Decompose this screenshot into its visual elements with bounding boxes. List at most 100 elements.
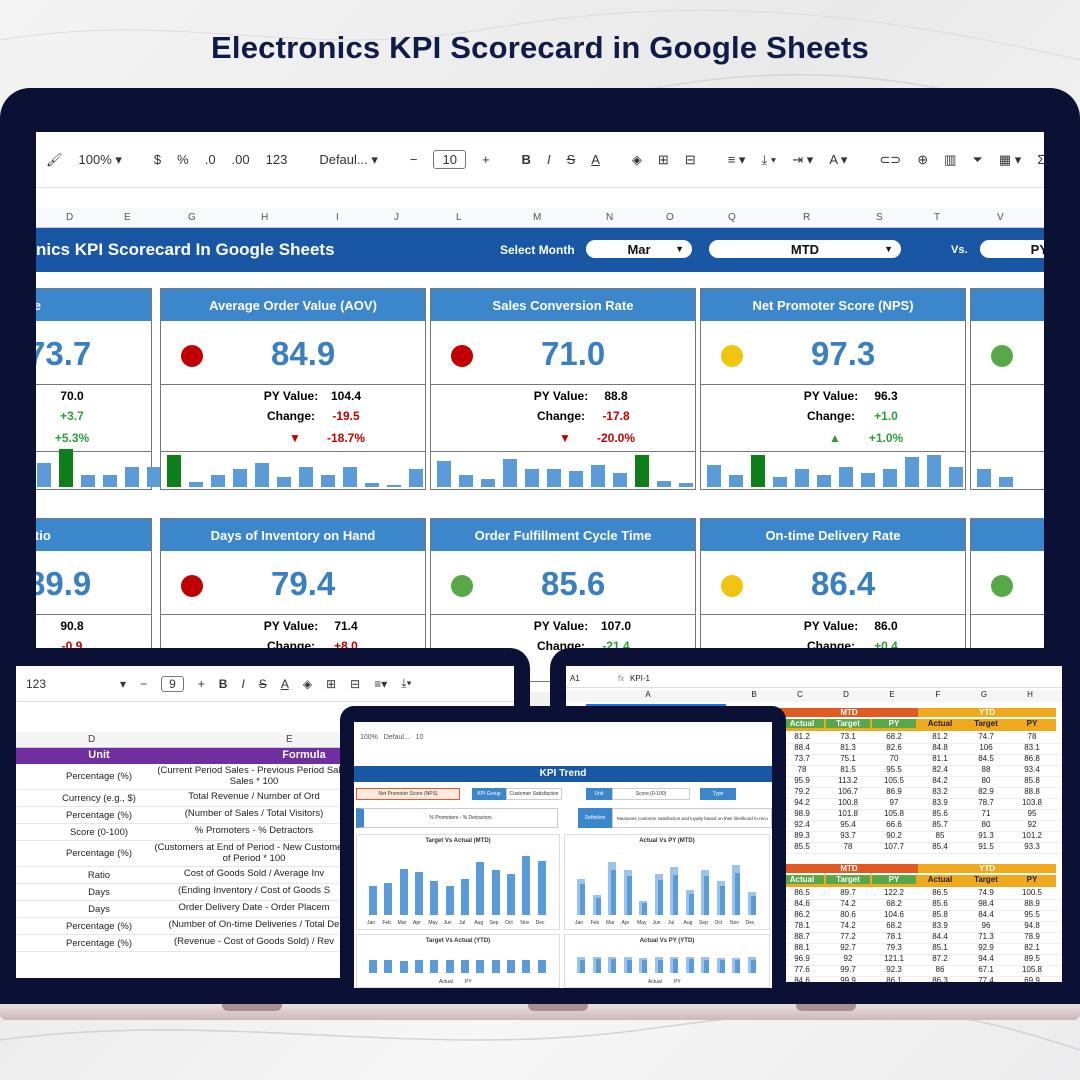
data-cell[interactable]: 88.9 xyxy=(1024,899,1040,908)
data-cell[interactable]: 77.4 xyxy=(978,976,994,982)
unit-cell[interactable]: Score (0-100) xyxy=(69,827,129,838)
data-cell[interactable]: 68.2 xyxy=(886,732,902,741)
data-cell[interactable]: 101.8 xyxy=(837,809,859,818)
data-cell[interactable]: 106 xyxy=(979,743,993,752)
data-cell[interactable]: 106.7 xyxy=(837,787,859,796)
compare-dropdown[interactable]: PY xyxy=(980,240,1044,258)
data-cell[interactable]: 88 xyxy=(981,765,991,774)
period-dropdown[interactable]: MTD ▼ xyxy=(709,240,901,258)
data-cell[interactable]: 95.5 xyxy=(1024,910,1040,919)
italic-button[interactable]: I xyxy=(241,676,245,691)
font-size-input[interactable]: 10 xyxy=(433,150,466,169)
data-cell[interactable]: 88.7 xyxy=(794,932,810,941)
data-cell[interactable]: 86.8 xyxy=(1024,754,1040,763)
insert-comment-icon[interactable]: ⊕ xyxy=(917,151,929,167)
data-cell[interactable]: 79.2 xyxy=(794,787,810,796)
column-header[interactable]: J xyxy=(394,212,399,223)
data-cell[interactable]: 75.1 xyxy=(840,754,856,763)
horizontal-align-icon[interactable]: ≡ ▾ xyxy=(727,151,746,167)
column-header[interactable]: N xyxy=(606,212,614,223)
zoom-select[interactable]: 100% ▾ xyxy=(78,151,122,167)
formula-input[interactable]: KPI-1 xyxy=(630,674,651,683)
data-cell[interactable]: 84.6 xyxy=(794,976,810,982)
data-cell[interactable]: 86.3 xyxy=(932,976,948,982)
data-cell[interactable]: 77.6 xyxy=(794,965,810,974)
unit-cell[interactable]: Ratio xyxy=(87,870,111,881)
data-cell[interactable]: 86 xyxy=(935,965,945,974)
column-header[interactable]: T xyxy=(934,212,941,223)
data-cell[interactable]: 105.5 xyxy=(883,776,905,785)
unit-cell[interactable]: Percentage (%) xyxy=(65,810,132,821)
data-cell[interactable]: 81.2 xyxy=(932,732,948,741)
paint-format-icon[interactable]: 🖌 xyxy=(46,151,63,167)
strikethrough-button[interactable]: S xyxy=(258,676,267,691)
data-cell[interactable]: 98.9 xyxy=(794,809,810,818)
text-wrap-icon[interactable]: ⇥ ▾ xyxy=(792,151,814,167)
formula-cell[interactable]: % Promoters - % Detractors xyxy=(194,825,314,836)
data-cell[interactable]: 71.3 xyxy=(978,932,994,941)
formula-cell[interactable]: Order Delivery Date - Order Placem xyxy=(178,902,330,913)
column-header[interactable]: G xyxy=(980,690,988,699)
column-header[interactable]: C xyxy=(797,690,803,699)
data-cell[interactable]: 85.1 xyxy=(932,943,948,952)
data-cell[interactable]: 94.4 xyxy=(978,954,994,963)
data-cell[interactable]: 105.8 xyxy=(883,809,905,818)
increase-decimal-button[interactable]: .00 xyxy=(231,152,250,167)
bold-button[interactable]: B xyxy=(521,152,531,167)
data-cell[interactable]: 89.7 xyxy=(840,888,856,897)
data-cell[interactable]: 91.5 xyxy=(978,842,994,851)
increase-font-size-button[interactable]: + xyxy=(481,152,490,167)
data-cell[interactable]: 101.2 xyxy=(1021,831,1043,840)
data-cell[interactable]: 88.1 xyxy=(794,943,810,952)
data-cell[interactable]: 78.9 xyxy=(1024,932,1040,941)
horizontal-align-icon[interactable]: ≡▾ xyxy=(374,676,388,691)
data-cell[interactable]: 86.9 xyxy=(886,787,902,796)
filter-views-icon[interactable]: ▦ ▾ xyxy=(998,151,1022,167)
formula-cell[interactable]: (Current Period Sales - Previous Period … xyxy=(157,765,351,776)
formula-cell[interactable]: (Number of On-time Deliveries / Total De xyxy=(168,919,340,930)
unit-cell[interactable]: Percentage (%) xyxy=(65,921,132,932)
data-cell[interactable]: 99.7 xyxy=(840,965,856,974)
data-cell[interactable]: 69.9 xyxy=(1024,976,1040,982)
column-header[interactable]: F xyxy=(935,690,941,699)
data-cell[interactable]: 71 xyxy=(981,809,991,818)
data-cell[interactable]: 103.8 xyxy=(1021,798,1043,807)
vertical-align-icon[interactable]: ⤓ ▾ xyxy=(761,151,777,167)
data-cell[interactable]: 67.1 xyxy=(978,965,994,974)
data-cell[interactable]: 92 xyxy=(843,954,853,963)
data-cell[interactable]: 85.6 xyxy=(932,809,948,818)
text-color-button[interactable]: A xyxy=(280,676,289,691)
insert-chart-icon[interactable]: ▥ xyxy=(944,151,957,167)
data-cell[interactable]: 77.2 xyxy=(840,932,856,941)
data-cell[interactable]: 88.4 xyxy=(794,743,810,752)
data-cell[interactable]: 82.6 xyxy=(886,743,902,752)
data-cell[interactable]: 79.3 xyxy=(886,943,902,952)
column-header[interactable]: O xyxy=(666,212,674,223)
data-cell[interactable]: 122.2 xyxy=(883,888,905,897)
data-cell[interactable]: 83.9 xyxy=(932,798,948,807)
data-cell[interactable]: 82.1 xyxy=(1024,943,1040,952)
data-cell[interactable]: 88.8 xyxy=(1024,787,1040,796)
font-select[interactable]: Defaul... ▾ xyxy=(319,151,378,167)
data-cell[interactable]: 95.4 xyxy=(840,820,856,829)
data-cell[interactable]: 78.1 xyxy=(886,932,902,941)
column-header[interactable]: M xyxy=(533,212,542,223)
data-cell[interactable]: 93.7 xyxy=(840,831,856,840)
month-dropdown[interactable]: Mar ▼ xyxy=(586,240,692,258)
data-cell[interactable]: 96.9 xyxy=(794,954,810,963)
column-header[interactable]: S xyxy=(876,212,883,223)
data-cell[interactable]: 95.9 xyxy=(794,776,810,785)
unit-cell[interactable]: Percentage (%) xyxy=(65,938,132,949)
data-cell[interactable]: 90.2 xyxy=(886,831,902,840)
data-cell[interactable]: 92.3 xyxy=(886,965,902,974)
column-header-d[interactable]: D xyxy=(88,734,96,745)
increase-font-size-button[interactable]: + xyxy=(197,676,205,691)
filter-icon[interactable]: ⏷ xyxy=(972,151,983,167)
data-cell[interactable]: 83.2 xyxy=(932,787,948,796)
data-cell[interactable]: 94.2 xyxy=(794,798,810,807)
data-cell[interactable]: 86.5 xyxy=(932,888,948,897)
decrease-font-size-button[interactable]: − xyxy=(409,152,418,167)
data-cell[interactable]: 78 xyxy=(797,765,807,774)
cell-reference[interactable]: A1 xyxy=(570,674,580,683)
data-cell[interactable]: 82.4 xyxy=(932,765,948,774)
